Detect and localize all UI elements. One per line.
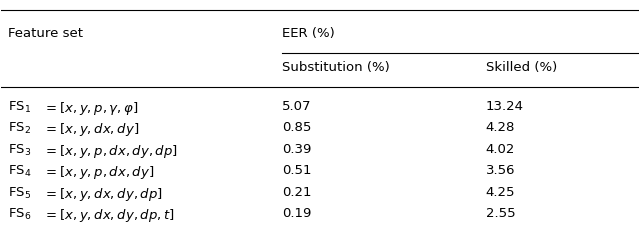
Text: Skilled (%): Skilled (%) — [486, 61, 557, 74]
Text: 2.55: 2.55 — [486, 207, 515, 220]
Text: 0.21: 0.21 — [282, 186, 311, 199]
Text: Substitution (%): Substitution (%) — [282, 61, 390, 74]
Text: $\mathrm{FS}_{4}$: $\mathrm{FS}_{4}$ — [8, 164, 31, 179]
Text: $=[x,y,p,dx,dy,dp]$: $=[x,y,p,dx,dy,dp]$ — [43, 143, 178, 160]
Text: 3.56: 3.56 — [486, 164, 515, 177]
Text: $=[x,y,dx,dy,dp]$: $=[x,y,dx,dy,dp]$ — [43, 186, 163, 203]
Text: $=[x,y,dx,dy]$: $=[x,y,dx,dy]$ — [43, 121, 139, 138]
Text: 0.19: 0.19 — [282, 207, 311, 220]
Text: $=[x,y,dx,dy,dp,t]$: $=[x,y,dx,dy,dp,t]$ — [43, 207, 175, 224]
Text: Feature set: Feature set — [8, 27, 83, 40]
Text: $\mathrm{FS}_{3}$: $\mathrm{FS}_{3}$ — [8, 143, 31, 158]
Text: $\mathrm{FS}_{2}$: $\mathrm{FS}_{2}$ — [8, 121, 31, 136]
Text: EER (%): EER (%) — [282, 27, 335, 40]
Text: 0.39: 0.39 — [282, 143, 311, 156]
Text: 13.24: 13.24 — [486, 100, 524, 113]
Text: $\mathrm{FS}_{6}$: $\mathrm{FS}_{6}$ — [8, 207, 31, 222]
Text: 4.25: 4.25 — [486, 186, 515, 199]
Text: $\mathrm{FS}_{1}$: $\mathrm{FS}_{1}$ — [8, 100, 31, 115]
Text: 0.85: 0.85 — [282, 121, 311, 134]
Text: $\mathrm{FS}_{5}$: $\mathrm{FS}_{5}$ — [8, 186, 31, 201]
Text: 0.51: 0.51 — [282, 164, 311, 177]
Text: $=[x,y,p,\gamma,\varphi]$: $=[x,y,p,\gamma,\varphi]$ — [43, 100, 138, 117]
Text: 4.28: 4.28 — [486, 121, 515, 134]
Text: 4.02: 4.02 — [486, 143, 515, 156]
Text: $=[x,y,p,dx,dy]$: $=[x,y,p,dx,dy]$ — [43, 164, 154, 181]
Text: 5.07: 5.07 — [282, 100, 311, 113]
